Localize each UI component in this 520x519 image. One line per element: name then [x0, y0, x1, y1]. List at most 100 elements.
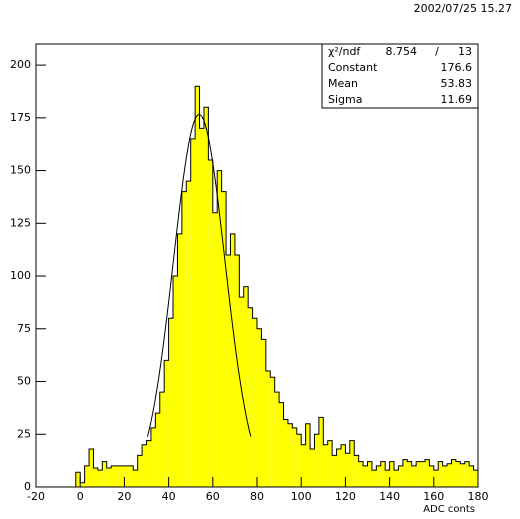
bar [75, 472, 81, 487]
bar [429, 465, 434, 487]
bar [420, 461, 425, 487]
stats-sep: / [435, 45, 439, 58]
stats-label: χ²/ndf [328, 45, 361, 58]
bar [199, 128, 204, 487]
bar [150, 427, 156, 487]
bar [438, 461, 443, 487]
bar [80, 482, 85, 487]
bar [394, 470, 399, 487]
bar [146, 440, 151, 487]
bar [305, 423, 311, 487]
bar [469, 465, 474, 487]
bar [345, 453, 350, 487]
bar [367, 461, 372, 487]
bar [111, 465, 116, 487]
bar [314, 434, 319, 487]
bar [155, 413, 160, 487]
x-tick-label: 20 [117, 490, 131, 503]
x-tick-label: 120 [335, 490, 356, 503]
stats-value: 176.6 [441, 61, 473, 74]
stats-value: 53.83 [441, 77, 473, 90]
bar [221, 191, 227, 487]
bar [226, 254, 231, 487]
bar [389, 461, 395, 487]
x-tick-label: 180 [468, 490, 489, 503]
x-tick-label: 60 [206, 490, 220, 503]
bar [464, 461, 470, 487]
y-tick-label: 175 [10, 111, 31, 124]
bar [84, 465, 90, 487]
stats-label: Mean [328, 77, 358, 90]
bar [411, 465, 417, 487]
x-tick-label: 100 [291, 490, 312, 503]
bar [340, 444, 346, 487]
bar [451, 459, 456, 487]
x-tick-label: 80 [250, 490, 264, 503]
bar [97, 470, 103, 487]
bar [455, 461, 461, 487]
y-tick-label: 0 [24, 480, 31, 493]
stats-value: 11.69 [441, 93, 473, 106]
bar [142, 444, 147, 487]
bar [349, 440, 355, 487]
timestamp: 2002/07/25 15.27 [414, 2, 512, 15]
y-tick-label: 50 [17, 375, 31, 388]
bar [265, 370, 271, 487]
bar [283, 419, 288, 487]
bar [195, 86, 200, 487]
bar [124, 465, 129, 487]
bar [354, 455, 359, 487]
bar [407, 461, 412, 487]
bar [376, 465, 381, 487]
bar [336, 449, 341, 487]
bar [164, 360, 169, 487]
stats-label: Constant [328, 61, 378, 74]
bar [327, 440, 333, 487]
bar [363, 465, 368, 487]
bar [257, 328, 262, 487]
bar [230, 233, 235, 487]
bar [115, 465, 120, 487]
bar [177, 233, 182, 487]
bar [380, 461, 386, 487]
bar [292, 427, 297, 487]
bar [186, 181, 191, 487]
bar [243, 286, 249, 487]
bar [252, 318, 257, 487]
bar [173, 276, 178, 487]
bar [323, 444, 328, 487]
bar [137, 455, 143, 487]
x-tick-label: 160 [423, 490, 444, 503]
x-tick-label: 140 [379, 490, 400, 503]
bar [473, 470, 478, 487]
bar [234, 254, 240, 487]
bar [442, 465, 448, 487]
bar [168, 318, 174, 487]
y-tick-label: 25 [17, 427, 31, 440]
bar [93, 468, 98, 487]
bar [159, 392, 165, 487]
y-tick-label: 150 [10, 164, 31, 177]
bar [212, 212, 218, 487]
bar [106, 468, 112, 487]
x-tick-label: 40 [162, 490, 176, 503]
bar [460, 463, 465, 487]
bar [261, 339, 266, 487]
bar [274, 392, 280, 487]
bar [296, 434, 302, 487]
x-axis-label: ADC conts [423, 504, 475, 515]
y-tick-label: 200 [10, 58, 31, 71]
bar [310, 449, 315, 487]
stats-value: 8.754 [386, 45, 418, 58]
bar [301, 444, 306, 487]
stats-label: Sigma [328, 93, 362, 106]
bar [181, 191, 187, 487]
x-tick-label: 0 [77, 490, 84, 503]
bar [424, 459, 430, 487]
y-tick-label: 100 [10, 269, 31, 282]
bar [102, 461, 107, 487]
bar [203, 107, 209, 488]
bar [270, 377, 275, 487]
bar [358, 461, 364, 487]
